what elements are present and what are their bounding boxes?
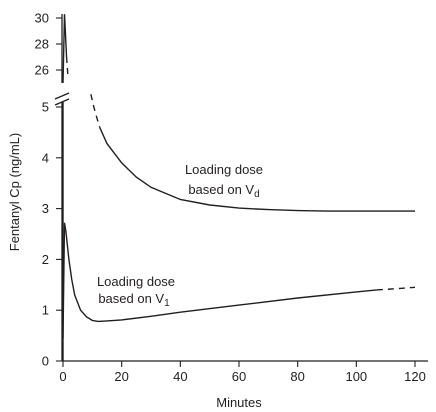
x-tick-label-80: 80 xyxy=(290,369,304,384)
x-tick-label-120: 120 xyxy=(404,369,426,384)
y-tick-label-26: 26 xyxy=(35,63,49,78)
vd-annotation-line1: Loading dose xyxy=(185,162,263,177)
y-axis-title: Fentanyl Cp (ng/mL) xyxy=(7,133,22,252)
x-tick-label-40: 40 xyxy=(173,369,187,384)
tick-labels: 0 20 40 60 80 100 120 0 1 2 3 4 5 26 28 30 xyxy=(35,11,426,385)
y-tick-label-30: 30 xyxy=(35,11,49,26)
series-lines xyxy=(62,14,416,361)
x-tick-label-60: 60 xyxy=(232,369,246,384)
vd-series-line xyxy=(99,127,415,212)
v1-annotation-line1: Loading dose xyxy=(97,274,175,289)
axis-break-mark xyxy=(54,98,70,106)
y-tick-label-2: 2 xyxy=(42,252,49,267)
v1-series-line xyxy=(62,222,377,339)
vd-series-dashed-segment xyxy=(90,94,101,128)
x-tick-label-0: 0 xyxy=(59,369,66,384)
y-tick-label-4: 4 xyxy=(42,150,49,165)
axis-break-mark xyxy=(54,92,70,100)
vd-annotation-line2: based on Vd xyxy=(188,182,259,200)
v1-annotation-prefix: based on V xyxy=(98,291,164,306)
y-tick-label-5: 5 xyxy=(42,100,49,115)
vd-series-spike-dashed xyxy=(65,56,69,76)
x-tick-label-20: 20 xyxy=(114,369,128,384)
v1-annotation-subscript: 1 xyxy=(164,298,170,309)
y-tick-label-3: 3 xyxy=(42,201,49,216)
tick-marks xyxy=(56,17,416,367)
x-axis-title: Minutes xyxy=(216,395,262,410)
v1-series-dashed-segment xyxy=(376,286,416,291)
vd-annotation-subscript: d xyxy=(254,189,260,200)
y-tick-label-28: 28 xyxy=(35,37,49,52)
x-tick-label-100: 100 xyxy=(345,369,367,384)
axes xyxy=(54,14,428,362)
y-tick-label-0: 0 xyxy=(42,354,49,369)
y-tick-label-1: 1 xyxy=(42,303,49,318)
v1-annotation-line2: based on V1 xyxy=(98,291,170,309)
vd-annotation-prefix: based on V xyxy=(188,182,254,197)
